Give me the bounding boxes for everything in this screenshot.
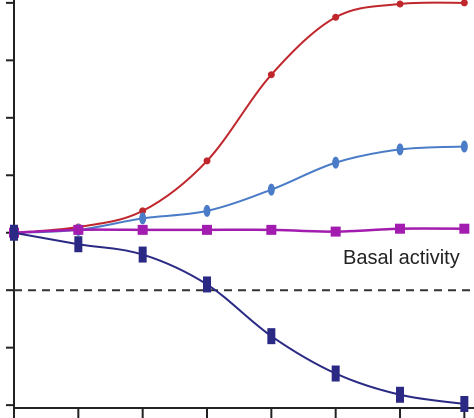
data-point [330, 226, 341, 237]
data-point [10, 224, 18, 241]
data-point [139, 212, 147, 225]
data-point [395, 223, 406, 234]
data-point [396, 143, 404, 156]
data-point [138, 246, 147, 263]
data-point [332, 156, 340, 169]
series-line [13, 1, 465, 234]
data-point [137, 224, 148, 235]
series-line [13, 231, 465, 405]
data-point [460, 140, 468, 153]
data-point [202, 224, 213, 235]
data-point [203, 204, 211, 217]
data-point [74, 236, 83, 253]
data-point [139, 207, 147, 215]
chart-axes [6, 0, 474, 418]
series-line [13, 145, 465, 234]
data-point [460, 395, 469, 412]
basal-activity-label: Basal activity [343, 247, 460, 269]
data-point [459, 223, 470, 234]
data-point [267, 71, 275, 79]
data-point [73, 224, 84, 235]
data-point [396, 0, 404, 8]
data-point [203, 157, 211, 165]
data-point [460, 0, 468, 7]
series-3 [9, 223, 470, 238]
series-4 [10, 224, 469, 412]
data-point [332, 13, 340, 21]
data-point [396, 386, 405, 403]
data-point [267, 328, 276, 345]
series-line [13, 227, 465, 234]
data-point [331, 365, 340, 382]
data-point [203, 276, 212, 293]
series-group [9, 0, 470, 412]
data-point [267, 183, 275, 196]
data-point [266, 224, 277, 235]
